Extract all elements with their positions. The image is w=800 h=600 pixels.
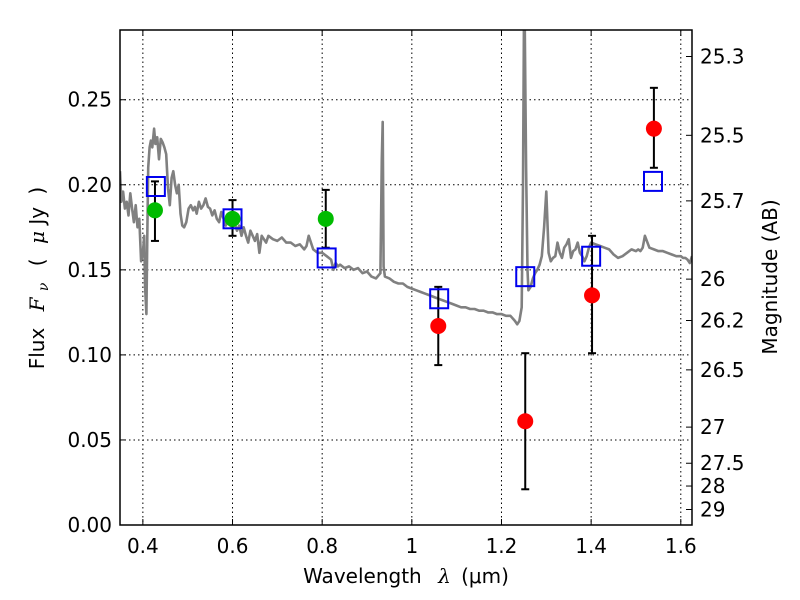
plot-frame — [119, 29, 693, 526]
model-square — [429, 288, 450, 310]
y2-tick-label: 28 — [700, 474, 725, 498]
y2-tick-label: 25.3 — [700, 44, 745, 68]
y2-tick-label: 27 — [700, 415, 725, 439]
y2-axis-label: Magnitude (AB) — [758, 199, 782, 354]
red-point — [645, 120, 662, 137]
x-tick-label: 1.2 — [486, 534, 518, 558]
green-point — [224, 210, 241, 227]
x-tick-label: 1 — [405, 534, 418, 558]
x-axis-label-symbol: λ — [437, 564, 451, 588]
y2-tick-label: 26.5 — [700, 358, 745, 382]
y-tick-label: 0.25 — [67, 88, 112, 112]
x-tick-label: 0.4 — [127, 534, 159, 558]
plot-area — [120, 30, 692, 491]
y-tick-label: 0.00 — [67, 513, 112, 537]
y-axis-label-symbol: F — [25, 296, 49, 312]
model-square — [316, 247, 337, 269]
model-squares — [145, 170, 663, 310]
model-square — [145, 175, 166, 197]
y-tick-labels: 0.00 0.05 0.10 0.15 0.20 0.25 — [67, 88, 112, 537]
y-axis-label-mu: μ — [25, 231, 49, 244]
red-point — [517, 413, 534, 430]
model-square — [515, 266, 536, 288]
y-tick-label: 0.15 — [67, 258, 112, 282]
x-tick-label: 0.8 — [306, 534, 338, 558]
x-tick-labels: 0.4 0.6 0.8 1 1.2 1.4 1.6 — [127, 534, 697, 558]
spectrum-line — [120, 30, 692, 326]
y2-tick-label: 25.5 — [700, 123, 745, 147]
y2-tick-label: 26.2 — [700, 308, 745, 332]
data-points — [146, 120, 662, 430]
grid — [120, 30, 692, 525]
x-axis-label-text: Wavelength — [303, 564, 422, 588]
x-tick-label: 1.6 — [665, 534, 697, 558]
x-axis-label: Wavelength λ (μm) — [303, 564, 509, 588]
y2-tick-label: 26 — [700, 267, 725, 291]
x-tick-label: 1.4 — [575, 534, 607, 558]
red-point — [430, 317, 447, 334]
x-tick-label: 0.6 — [217, 534, 249, 558]
y-tick-label: 0.05 — [67, 428, 112, 452]
green-point — [317, 210, 334, 227]
y-axis-label: Flux F ν ( μ Jy ) — [25, 187, 53, 370]
y-axis-label-subscript: ν — [36, 282, 52, 291]
green-point — [146, 202, 163, 219]
y-axis-label-paren-close: ) — [25, 187, 49, 195]
y2-tick-label: 29 — [700, 497, 725, 521]
ticks — [120, 30, 692, 526]
y-axis-label-text: Flux — [25, 328, 49, 370]
y2-tick-label: 25.7 — [700, 189, 745, 213]
y-tick-label: 0.10 — [67, 343, 112, 367]
y-axis-label-paren-open: ( — [25, 258, 49, 266]
model-square — [581, 245, 602, 267]
model-square — [222, 208, 243, 230]
x-axis-label-unit: (μm) — [461, 564, 509, 588]
y-tick-label: 0.20 — [67, 173, 112, 197]
y-axis-label-unit: Jy — [25, 207, 49, 227]
model-square — [643, 170, 663, 192]
red-point — [584, 287, 601, 304]
y2-tick-label: 27.5 — [700, 451, 745, 475]
